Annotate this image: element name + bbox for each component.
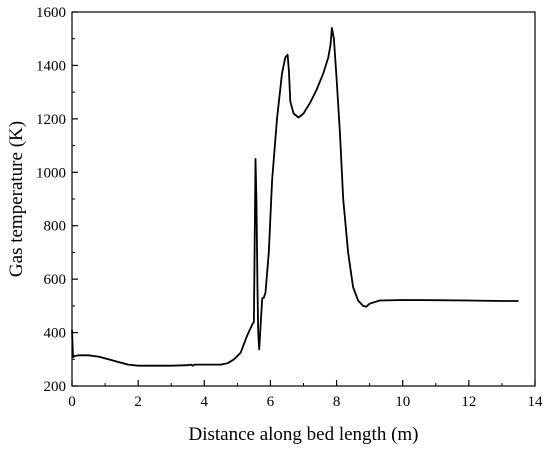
y-tick-label: 400 (44, 326, 67, 342)
y-tick-label: 800 (44, 219, 67, 235)
x-tick-label: 4 (201, 394, 209, 410)
x-axis-ticks: 0 2 4 6 8 10 12 14 (68, 380, 543, 410)
y-tick-label: 600 (44, 272, 67, 288)
y-axis-title: Gas temperature (K) (6, 121, 27, 277)
y-tick-label: 1200 (36, 112, 66, 128)
x-axis-title: Distance along bed length (m) (188, 424, 418, 445)
x-tick-label: 0 (68, 394, 76, 410)
y-tick-label: 200 (44, 379, 67, 395)
y-tick-label: 1600 (36, 5, 66, 21)
x-tick-label: 8 (333, 394, 341, 410)
y-tick-label: 1400 (36, 58, 66, 74)
plot-frame (71, 11, 536, 387)
x-tick-label: 14 (528, 394, 544, 410)
x-tick-label: 12 (461, 394, 476, 410)
y-axis-ticks: 200 400 600 800 1000 1200 1400 1600 (36, 5, 78, 395)
series-line-gas-temperature (71, 27, 519, 367)
x-tick-label: 10 (395, 394, 410, 410)
y-tick-label: 1000 (36, 165, 66, 181)
x-tick-label: 2 (134, 394, 142, 410)
plot-area (71, 11, 536, 387)
x-tick-label: 6 (267, 394, 275, 410)
